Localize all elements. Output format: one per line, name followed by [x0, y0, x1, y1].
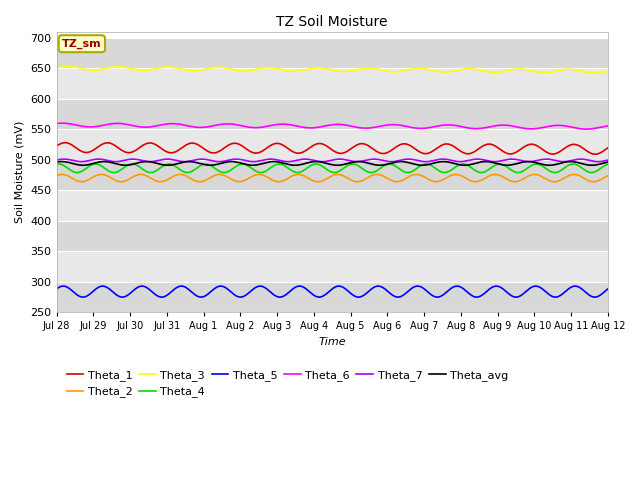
Bar [56, 129, 608, 160]
Bar [56, 160, 608, 190]
Bar [56, 221, 608, 252]
Bar [56, 68, 608, 99]
Line: Theta_2: Theta_2 [56, 174, 608, 182]
Bar [56, 37, 608, 68]
Line: Theta_3: Theta_3 [56, 66, 608, 73]
X-axis label: Time: Time [318, 337, 346, 347]
Y-axis label: Soil Moisture (mV): Soil Moisture (mV) [15, 121, 25, 223]
Line: Theta_4: Theta_4 [56, 164, 608, 173]
Line: Theta_7: Theta_7 [56, 159, 608, 162]
Legend: Theta_1, Theta_2, Theta_3, Theta_4, Theta_5, Theta_6, Theta_7, Theta_avg: Theta_1, Theta_2, Theta_3, Theta_4, Thet… [62, 366, 513, 402]
Line: Theta_6: Theta_6 [56, 123, 608, 129]
Title: TZ Soil Moisture: TZ Soil Moisture [276, 15, 388, 29]
Bar [56, 252, 608, 282]
Line: Theta_avg: Theta_avg [56, 162, 608, 165]
Line: Theta_1: Theta_1 [56, 143, 608, 154]
Bar [56, 282, 608, 312]
Bar [56, 99, 608, 129]
Bar [56, 190, 608, 221]
Line: Theta_5: Theta_5 [56, 286, 608, 297]
Text: TZ_sm: TZ_sm [62, 38, 102, 49]
